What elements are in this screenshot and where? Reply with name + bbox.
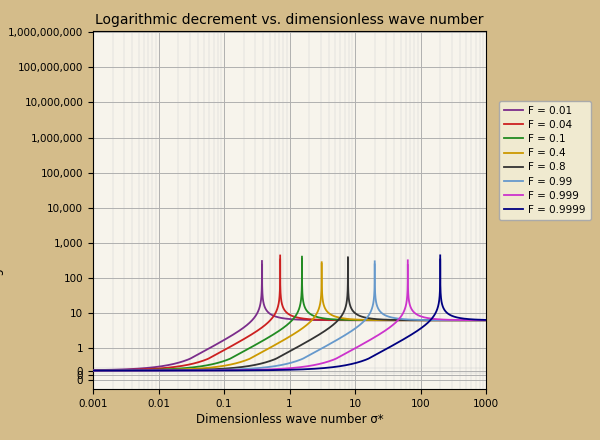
F = 0.99	[206, 367, 214, 373]
F = 0.9999	[437, 253, 444, 258]
F = 0.1	[257, 339, 265, 345]
Line: F = 0.04: F = 0.04	[93, 260, 280, 370]
F = 0.99	[173, 368, 180, 373]
F = 0.4	[89, 368, 97, 373]
Line: F = 0.01: F = 0.01	[93, 261, 262, 370]
F = 0.01	[145, 365, 152, 370]
Title: Logarithmic decrement vs. dimensionless wave number: Logarithmic decrement vs. dimensionless …	[95, 13, 484, 27]
F = 0.8	[227, 366, 234, 371]
F = 0.1	[89, 368, 97, 373]
F = 0.4	[243, 357, 250, 363]
F = 0.01	[89, 367, 97, 373]
F = 0.8	[89, 368, 97, 373]
F = 0.9999	[256, 368, 263, 373]
F = 0.1	[256, 340, 263, 345]
F = 0.04	[89, 368, 97, 373]
F = 0.9999	[89, 368, 97, 373]
Line: F = 0.4: F = 0.4	[93, 264, 322, 370]
F = 0.999	[183, 368, 190, 373]
F = 0.8	[184, 367, 191, 373]
F = 0.01	[102, 367, 109, 373]
F = 0.1	[298, 256, 305, 261]
F = 0.1	[150, 367, 157, 372]
F = 0.04	[202, 357, 209, 363]
Legend: F = 0.01, F = 0.04, F = 0.1, F = 0.4, F = 0.8, F = 0.99, F = 0.999, F = 0.9999: F = 0.01, F = 0.04, F = 0.1, F = 0.4, F …	[499, 101, 591, 220]
F = 0.01	[164, 363, 172, 368]
X-axis label: Dimensionless wave number σ*: Dimensionless wave number σ*	[196, 413, 383, 426]
Y-axis label: Logarithmic decrement - δ: Logarithmic decrement - δ	[0, 132, 4, 289]
F = 0.999	[199, 368, 206, 373]
F = 0.999	[89, 368, 97, 373]
F = 0.9999	[209, 368, 217, 373]
F = 0.999	[311, 363, 318, 368]
F = 0.8	[112, 368, 119, 373]
F = 0.8	[149, 368, 157, 373]
F = 0.04	[272, 309, 280, 314]
F = 0.1	[139, 367, 146, 373]
F = 0.4	[318, 261, 325, 266]
F = 0.99	[371, 262, 379, 267]
F = 0.4	[297, 327, 304, 332]
F = 0.99	[265, 364, 272, 370]
F = 0.4	[154, 367, 161, 373]
F = 0.9999	[194, 368, 201, 373]
F = 0.8	[196, 367, 203, 372]
F = 0.4	[175, 367, 182, 372]
F = 0.8	[185, 367, 193, 373]
F = 0.04	[214, 351, 221, 356]
F = 0.1	[108, 368, 115, 373]
Line: F = 0.9999: F = 0.9999	[93, 255, 440, 370]
F = 0.999	[175, 368, 182, 373]
F = 0.999	[245, 367, 253, 373]
F = 0.1	[99, 368, 106, 373]
F = 0.8	[344, 255, 352, 260]
F = 0.04	[277, 257, 284, 262]
F = 0.999	[291, 365, 298, 370]
F = 0.01	[228, 333, 235, 338]
F = 0.01	[184, 357, 191, 362]
F = 0.01	[259, 258, 266, 264]
F = 0.4	[247, 356, 254, 361]
Line: F = 0.8: F = 0.8	[93, 257, 348, 370]
F = 0.99	[233, 367, 241, 372]
Line: F = 0.99: F = 0.99	[93, 264, 375, 370]
Line: F = 0.1: F = 0.1	[93, 259, 302, 370]
Line: F = 0.999: F = 0.999	[93, 260, 408, 370]
F = 0.9999	[245, 368, 253, 373]
F = 0.99	[109, 368, 116, 373]
F = 0.4	[206, 365, 214, 370]
F = 0.99	[150, 368, 157, 373]
F = 0.01	[206, 345, 214, 350]
F = 0.99	[89, 368, 97, 373]
F = 0.999	[404, 258, 412, 263]
F = 0.9999	[160, 368, 167, 373]
F = 0.9999	[194, 368, 202, 373]
F = 0.04	[233, 341, 240, 346]
F = 0.04	[164, 365, 172, 370]
F = 0.04	[90, 368, 97, 373]
